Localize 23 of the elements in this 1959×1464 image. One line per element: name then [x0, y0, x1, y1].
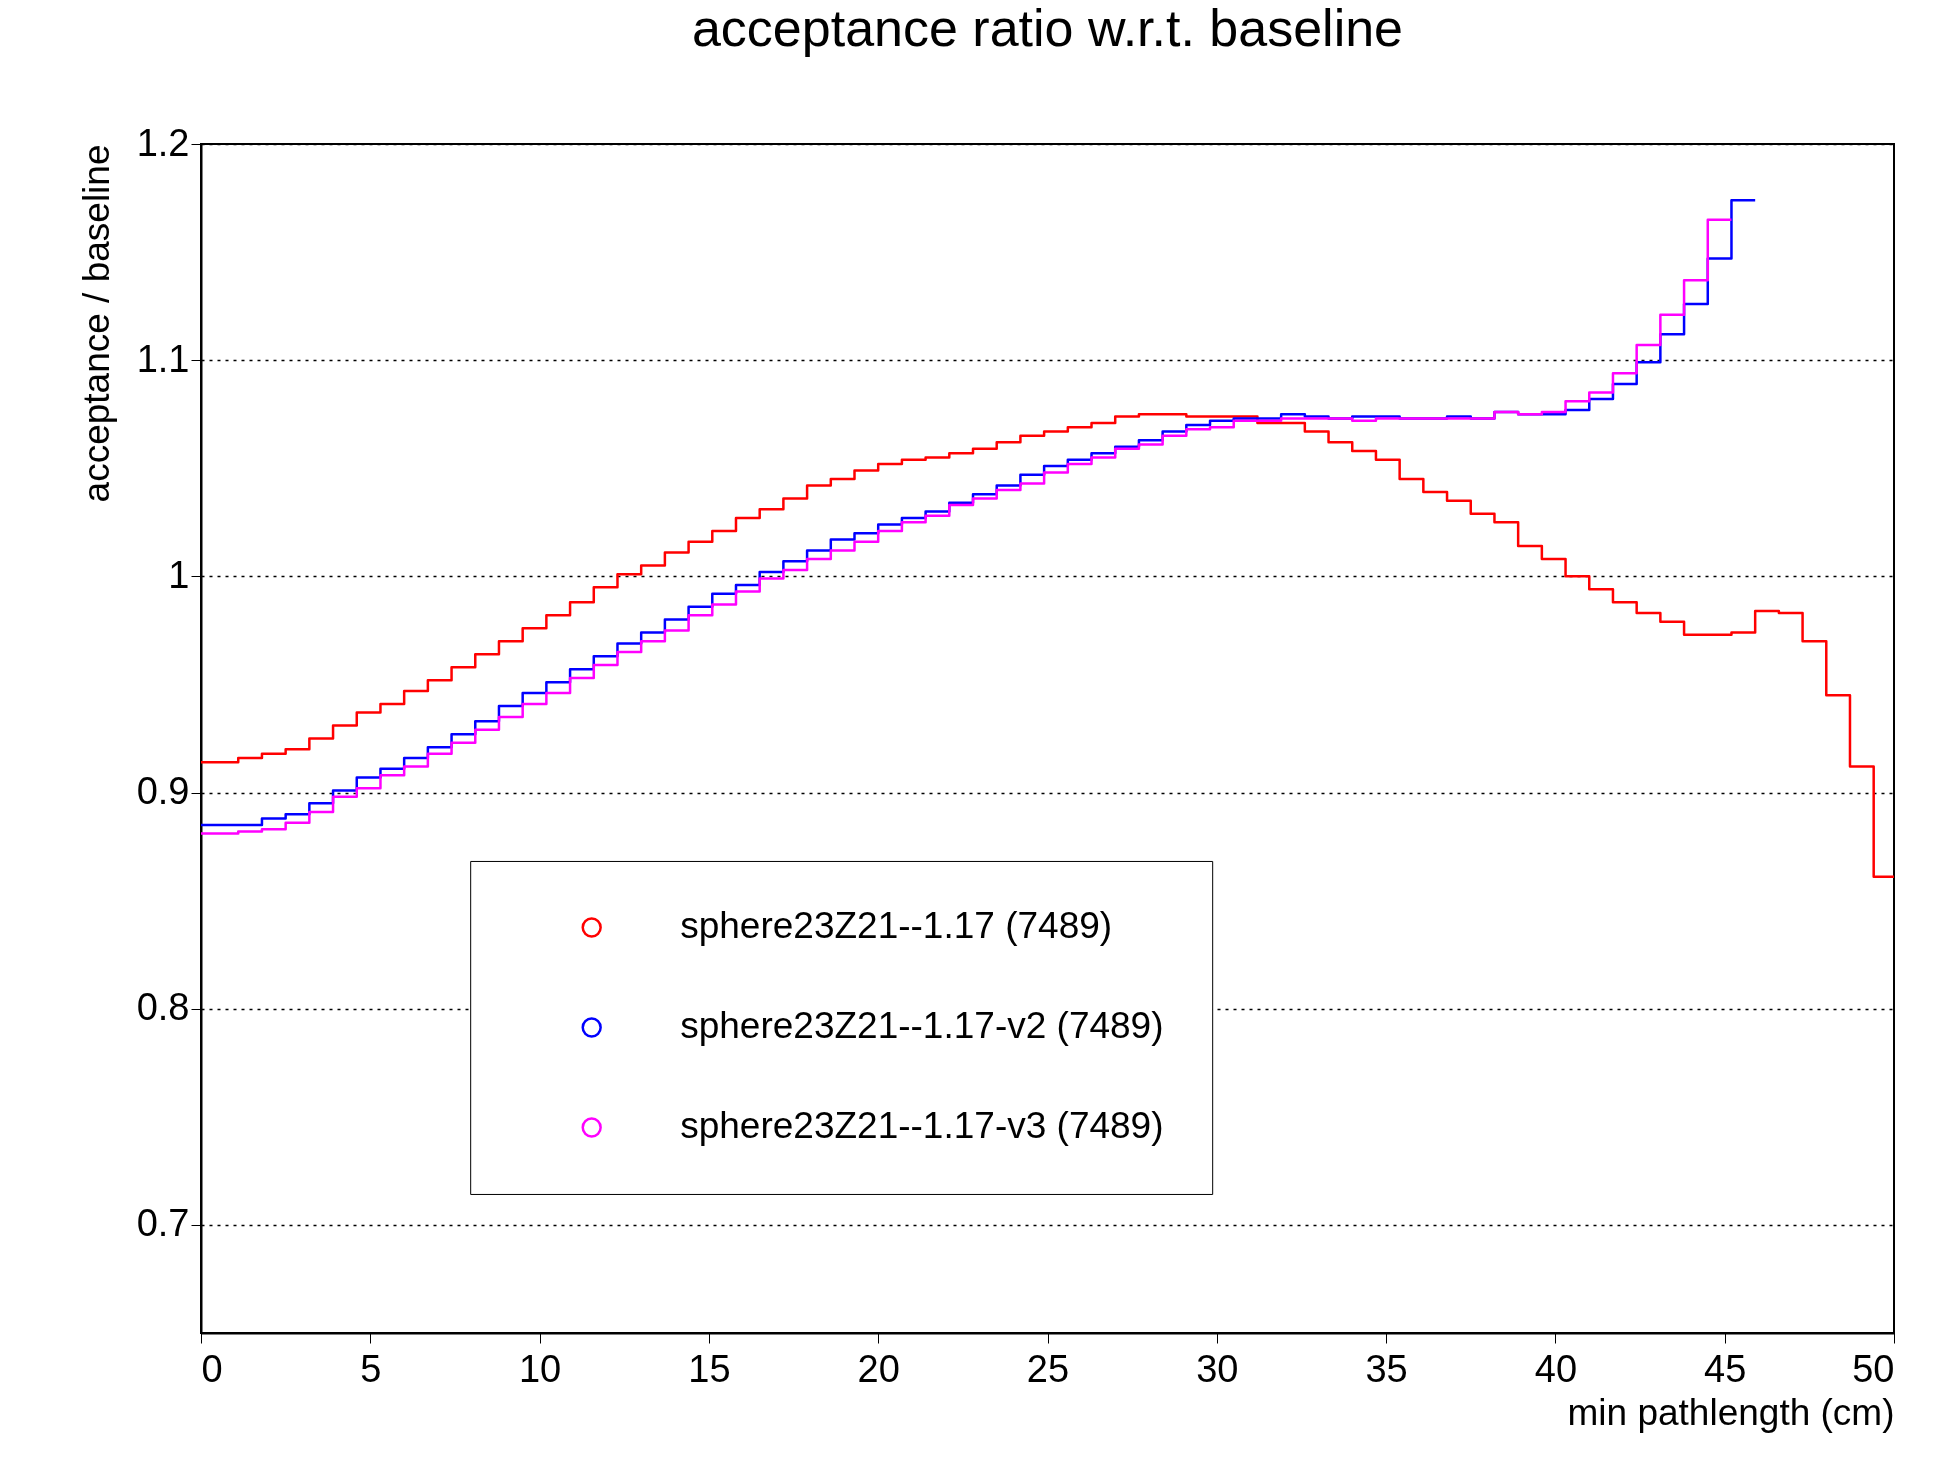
- x-tick-label: 40: [1534, 1347, 1578, 1390]
- legend-label: sphere23Z21--1.17 (7489): [680, 905, 1113, 947]
- x-tick-label: 45: [1704, 1347, 1747, 1390]
- y-tick-label: 1.1: [136, 337, 190, 380]
- chart-title: acceptance ratio w.r.t. baseline: [691, 0, 1404, 57]
- x-tick-label: 20: [857, 1347, 900, 1390]
- x-tick-label: 5: [360, 1347, 382, 1390]
- y-tick-label: 0.9: [136, 770, 190, 813]
- x-tick-label: 10: [518, 1347, 562, 1390]
- y-tick-label: 1: [168, 553, 190, 596]
- x-tick-label: 35: [1365, 1347, 1408, 1390]
- x-tick-label: 15: [688, 1347, 731, 1390]
- x-tick-label: 50: [1852, 1347, 1895, 1390]
- y-tick-label: 0.8: [136, 986, 190, 1029]
- x-tick-label: 30: [1196, 1347, 1239, 1390]
- y-tick-label: 1.2: [136, 121, 190, 164]
- x-tick-label: 0: [201, 1347, 223, 1390]
- legend-label: sphere23Z21--1.17-v3 (7489): [680, 1105, 1164, 1147]
- y-tick-label: 0.7: [136, 1202, 190, 1245]
- x-axis-title: min pathlength (cm): [1567, 1391, 1895, 1433]
- x-tick-label: 25: [1026, 1347, 1070, 1390]
- y-axis-title: acceptance / baseline: [75, 144, 117, 503]
- legend-label: sphere23Z21--1.17-v2 (7489): [680, 1005, 1164, 1047]
